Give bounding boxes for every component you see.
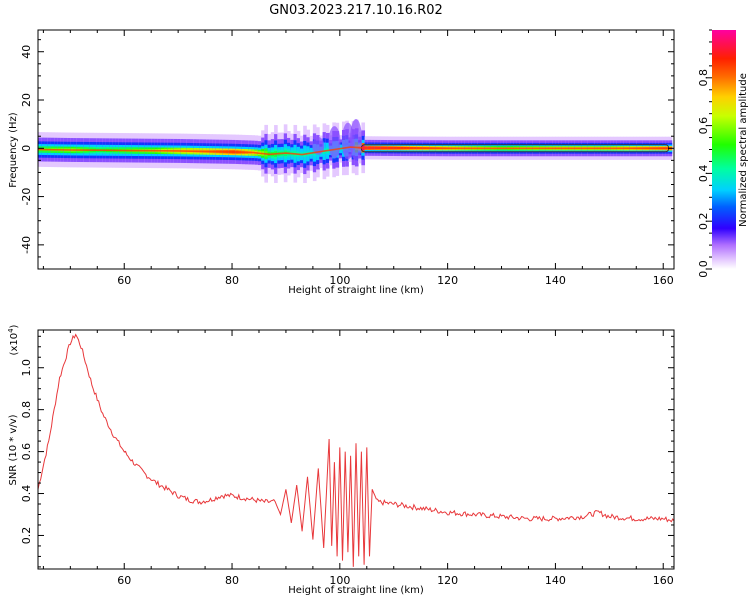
colorbar-tick-label: 0.8 xyxy=(697,69,710,87)
y-tick-label: 0.4 xyxy=(20,485,33,503)
spectrogram-x-axis: 60 80 100 120 140 160 xyxy=(42,30,674,287)
snr-y-label: SNR (10 * v/v) xyxy=(8,414,19,485)
x-tick-label: 120 xyxy=(437,574,458,587)
snr-plot-area xyxy=(38,333,674,567)
spectrogram-x-label: Height of straight line (km) xyxy=(288,285,424,296)
y-tick-label: 0.8 xyxy=(20,401,33,419)
x-tick-label: 60 xyxy=(117,574,131,587)
colorbar-tick-label: 0.6 xyxy=(697,117,710,135)
snr-x-label: Height of straight line (km) xyxy=(288,585,424,596)
snr-frame xyxy=(37,329,675,570)
y-tick-label: 20 xyxy=(20,93,33,107)
y-tick-label: 0 xyxy=(20,145,33,152)
x-tick-label: 100 xyxy=(329,274,350,287)
x-tick-label: 100 xyxy=(329,574,350,587)
spectrogram-blob xyxy=(328,126,341,159)
spectrogram-plot-area xyxy=(38,118,673,184)
x-tick-label: 140 xyxy=(545,574,566,587)
snr-y-axis: 0.2 0.4 0.6 0.8 1.0 xyxy=(20,335,674,568)
colorbar-tick-label: 0.2 xyxy=(697,212,710,230)
snr-x-axis: 60 80 100 120 140 160 xyxy=(42,330,674,587)
colorbar-ticks: 0.0 0.2 0.4 0.6 0.8 xyxy=(697,29,712,278)
x-tick-label: 140 xyxy=(545,274,566,287)
x-tick-label: 120 xyxy=(437,274,458,287)
y-tick-label: 1.0 xyxy=(20,359,33,377)
snr-multiplier: (x104) xyxy=(7,324,20,355)
spectrogram-panel: 60 80 100 120 140 160 -40 -20 0 20 40 Height of s… xyxy=(8,29,675,296)
y-tick-label: -20 xyxy=(20,188,33,206)
colorbar-gradient xyxy=(712,30,736,269)
snr-multiplier-exp: 4 xyxy=(7,328,15,333)
spectrogram-ridge-line xyxy=(38,146,669,156)
spectrogram-frame xyxy=(37,29,675,270)
spectrogram-blob xyxy=(312,137,325,155)
svg-text:(x104): (x104) xyxy=(7,324,20,355)
x-tick-label: 80 xyxy=(225,574,239,587)
x-tick-label: 60 xyxy=(117,274,131,287)
y-tick-label: 0.6 xyxy=(20,443,33,461)
snr-multiplier-base: (x10 xyxy=(9,333,20,356)
spectrogram-blob xyxy=(350,118,362,161)
snr-panel: 60 80 100 120 140 160 0.2 0.4 0.6 0.8 1.0 Height … xyxy=(7,324,675,596)
colorbar: 0.0 0.2 0.4 0.6 0.8 Normalized spectral ampl… xyxy=(697,29,749,278)
colorbar-tick-label: 0.4 xyxy=(697,165,710,183)
spectrogram-y-axis: -40 -20 0 20 40 xyxy=(20,39,674,270)
colorbar-label: Normalized spectral amplitude xyxy=(738,73,749,227)
spectrogram-y-label: Frequency (Hz) xyxy=(8,112,19,188)
snr-multiplier-close: ) xyxy=(9,324,20,328)
colorbar-tick-label: 0.0 xyxy=(697,260,710,278)
x-tick-label: 80 xyxy=(225,274,239,287)
x-tick-label: 160 xyxy=(653,574,674,587)
x-tick-label: 160 xyxy=(653,274,674,287)
y-tick-label: 40 xyxy=(20,45,33,59)
y-tick-label: -40 xyxy=(20,236,33,254)
y-tick-label: 0.2 xyxy=(20,527,33,545)
snr-series-line xyxy=(38,333,674,567)
figure-title: GN03.2023.217.10.16.R02 xyxy=(269,3,443,18)
